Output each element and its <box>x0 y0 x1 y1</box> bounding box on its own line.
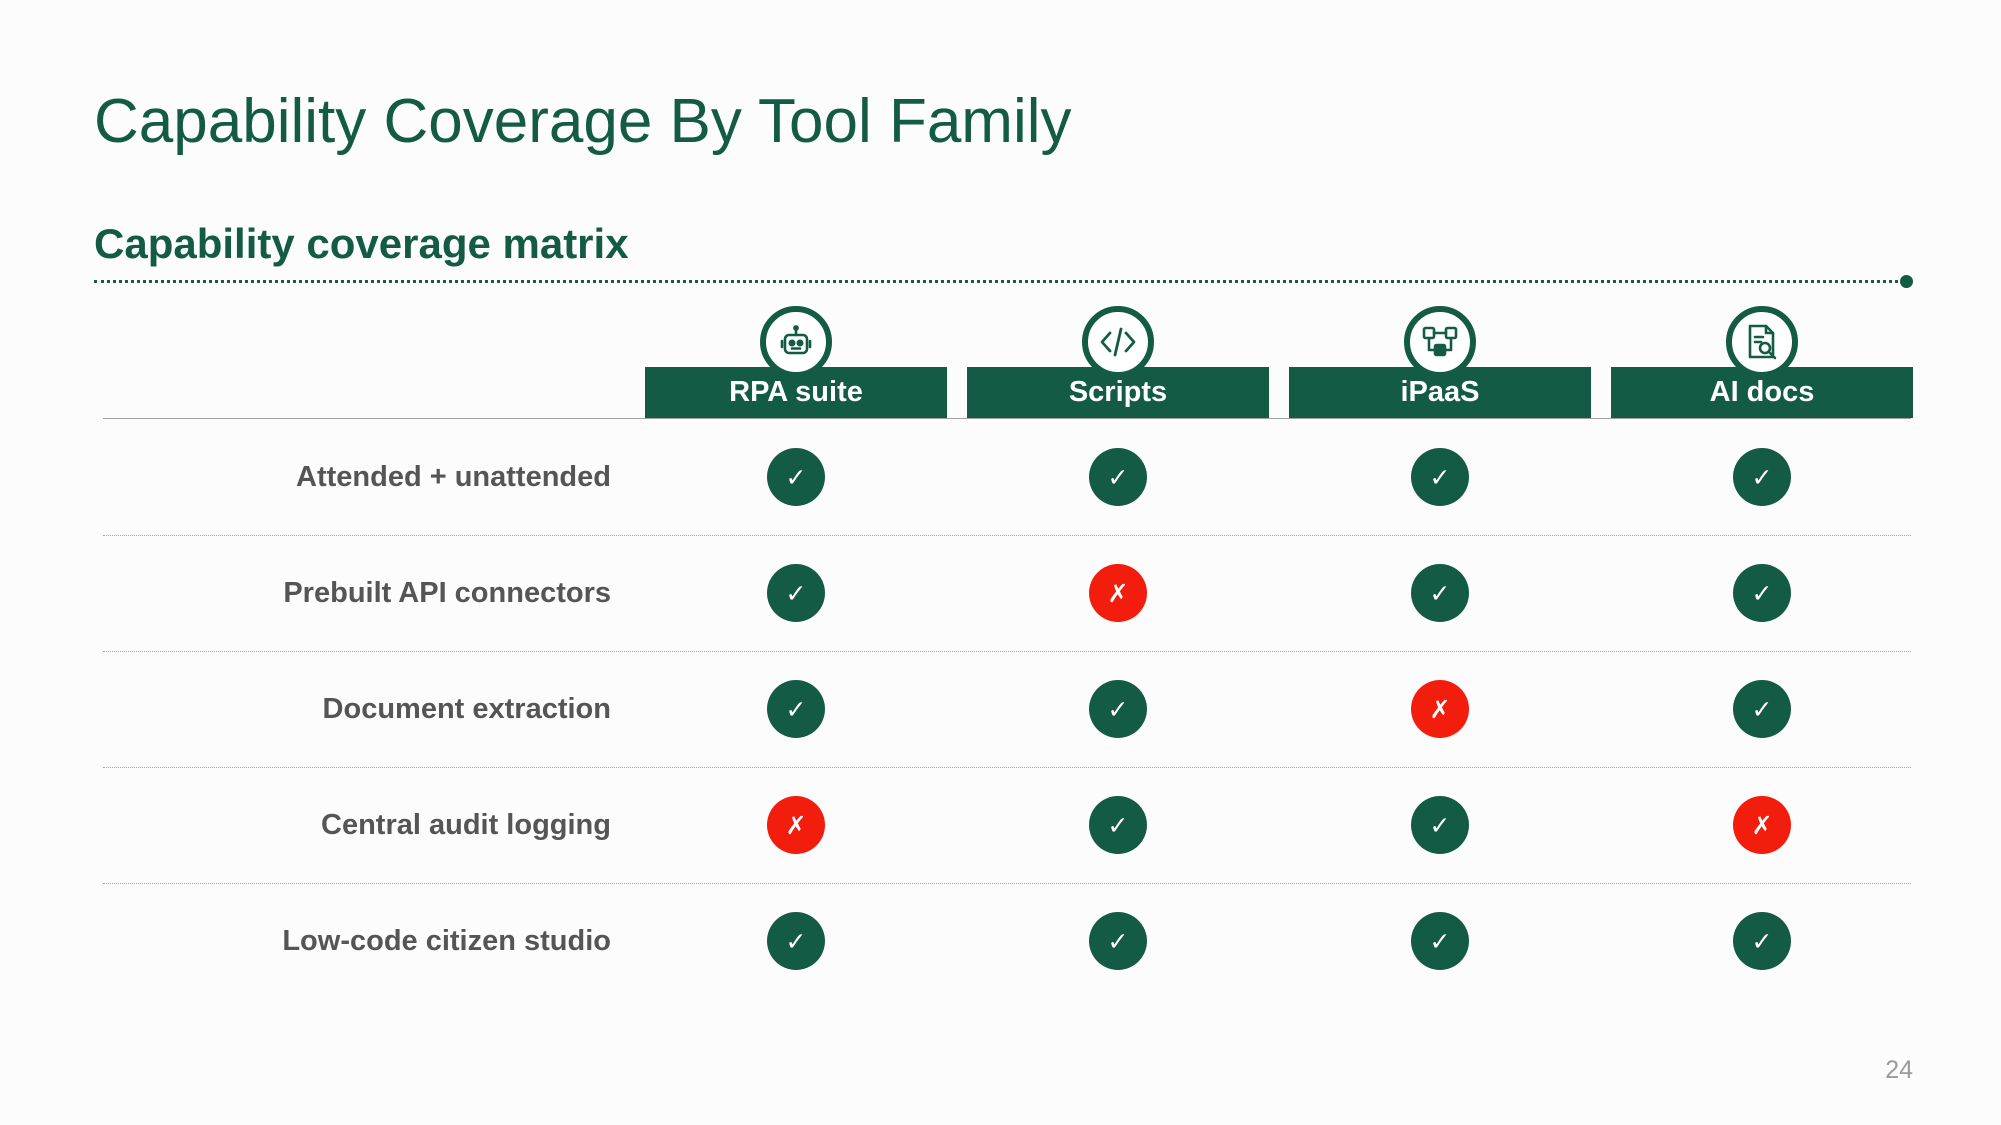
check-icon: ✓ <box>767 448 825 506</box>
column-header-scripts: Scripts <box>967 302 1269 418</box>
cross-icon: ✗ <box>767 796 825 854</box>
row-divider <box>103 535 1911 536</box>
matrix-row: Central audit logging ✗ ✓ ✓ ✗ <box>103 767 1911 883</box>
matrix-row: Prebuilt API connectors ✓ ✗ ✓ ✓ <box>103 535 1911 651</box>
capability-label: Prebuilt API connectors <box>283 576 611 609</box>
capability-label: Attended + unattended <box>296 460 611 493</box>
document-search-icon <box>1726 306 1798 378</box>
check-icon: ✓ <box>1089 680 1147 738</box>
check-icon: ✓ <box>1733 912 1791 970</box>
check-icon: ✓ <box>1411 796 1469 854</box>
column-header-ipaas: iPaaS <box>1289 302 1591 418</box>
cross-icon: ✗ <box>1733 796 1791 854</box>
check-icon: ✓ <box>1411 564 1469 622</box>
divider-end-dot <box>1900 275 1913 288</box>
check-icon: ✓ <box>1733 448 1791 506</box>
cross-icon: ✗ <box>1089 564 1147 622</box>
header-underline <box>103 418 1911 419</box>
column-header-rpa-suite: RPA suite <box>645 302 947 418</box>
matrix-subtitle: Capability coverage matrix <box>94 220 629 267</box>
capability-label: Document extraction <box>322 692 611 725</box>
check-icon: ✓ <box>767 564 825 622</box>
check-icon: ✓ <box>767 680 825 738</box>
row-divider <box>103 651 1911 652</box>
check-icon: ✓ <box>1411 912 1469 970</box>
check-icon: ✓ <box>1089 448 1147 506</box>
section-divider <box>94 280 1904 283</box>
robot-icon <box>760 306 832 378</box>
check-icon: ✓ <box>1089 912 1147 970</box>
check-icon: ✓ <box>1733 680 1791 738</box>
column-header-ai-docs: AI docs <box>1611 302 1913 418</box>
row-divider <box>103 883 1911 884</box>
integration-icon <box>1404 306 1476 378</box>
code-icon <box>1082 306 1154 378</box>
check-icon: ✓ <box>767 912 825 970</box>
slide-title: Capability Coverage By Tool Family <box>94 87 1072 156</box>
capability-label: Low-code citizen studio <box>282 924 611 957</box>
check-icon: ✓ <box>1733 564 1791 622</box>
page-number: 24 <box>1885 1056 1913 1084</box>
column-label: RPA suite <box>645 367 947 418</box>
check-icon: ✓ <box>1089 796 1147 854</box>
matrix-row: Attended + unattended ✓ ✓ ✓ ✓ <box>103 419 1911 535</box>
check-icon: ✓ <box>1411 448 1469 506</box>
matrix-row: Document extraction ✓ ✓ ✗ ✓ <box>103 651 1911 767</box>
row-divider <box>103 767 1911 768</box>
cross-icon: ✗ <box>1411 680 1469 738</box>
capability-label: Central audit logging <box>321 808 611 841</box>
matrix-row: Low-code citizen studio ✓ ✓ ✓ ✓ <box>103 883 1911 999</box>
